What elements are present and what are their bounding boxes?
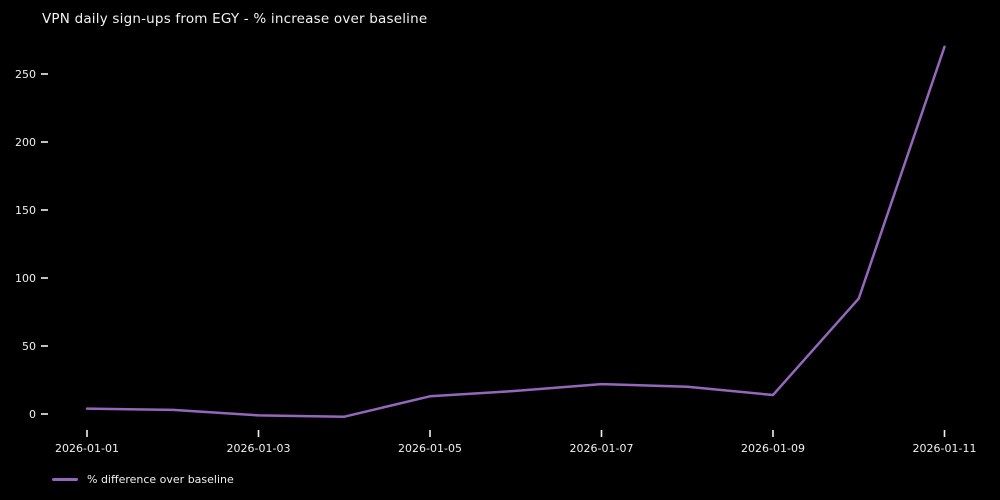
legend-line-swatch (52, 478, 78, 481)
data-series-line (85, 45, 946, 418)
x-tick-label: 2026-01-01 (55, 442, 119, 455)
x-tick-label: 2026-01-05 (398, 442, 462, 455)
legend: % difference over baseline (52, 472, 234, 487)
x-tick-label: 2026-01-07 (570, 442, 634, 455)
y-tick-label: 0 (29, 408, 36, 421)
x-tick-label: 2026-01-11 (913, 442, 977, 455)
y-tick-label: 50 (22, 340, 36, 353)
y-tick-label: 250 (15, 68, 36, 81)
y-tick-label: 150 (15, 204, 36, 217)
x-tick-label: 2026-01-09 (741, 442, 805, 455)
x-tick-label: 2026-01-03 (227, 442, 291, 455)
chart-title: VPN daily sign-ups from EGY - % increase… (42, 11, 428, 27)
y-tick-label: 200 (15, 136, 36, 149)
legend-label: % difference over baseline (87, 473, 234, 486)
y-tick-label: 100 (15, 272, 36, 285)
